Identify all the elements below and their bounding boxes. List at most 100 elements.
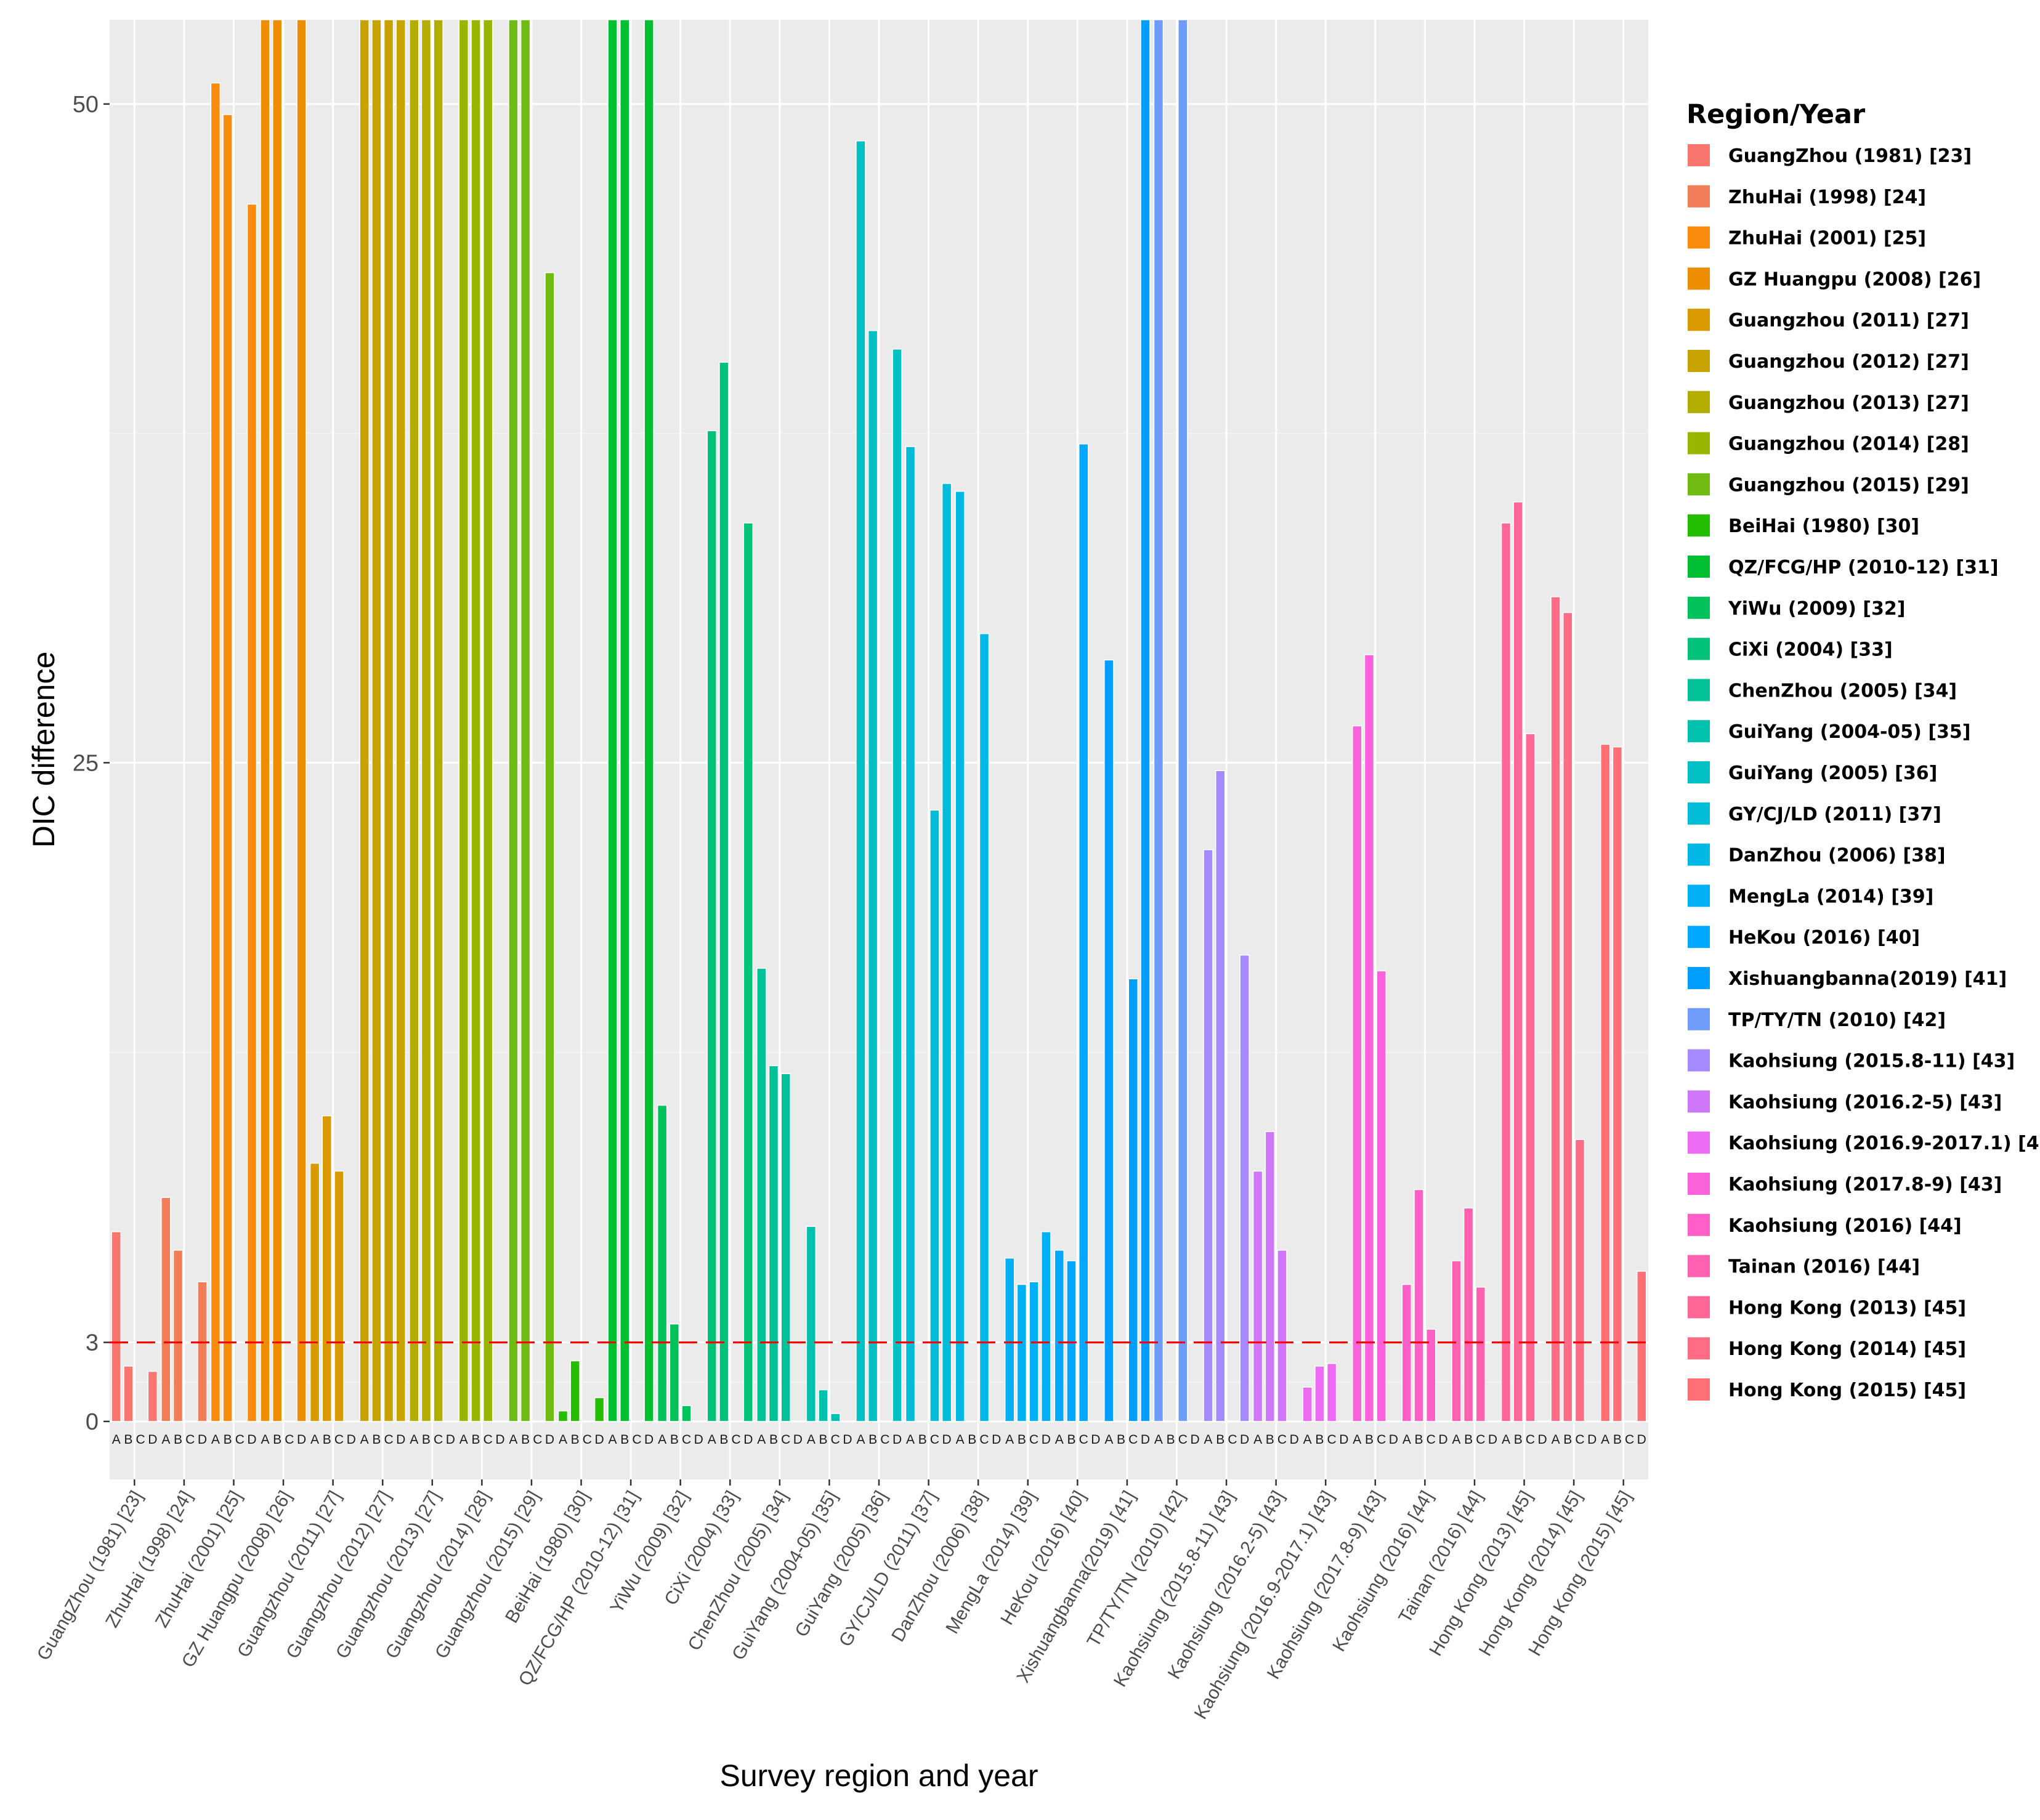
- bar-sub-label: D: [148, 1433, 157, 1447]
- bar-sub-label: A: [459, 1433, 468, 1447]
- bar: [1066, 1260, 1077, 1422]
- bar: [756, 968, 767, 1422]
- legend-swatch: [1688, 1090, 1710, 1113]
- bar: [1016, 1284, 1027, 1422]
- legend-label: Hong Kong (2014) [45]: [1728, 1338, 1966, 1360]
- bar: [929, 809, 940, 1422]
- legend-label: ChenZhou (2005) [34]: [1728, 680, 1957, 702]
- bar: [1451, 1260, 1462, 1422]
- bar-sub-label: D: [297, 1433, 306, 1447]
- legend-swatch: [1688, 679, 1710, 702]
- bar: [421, 19, 432, 1422]
- bar-sub-label: D: [495, 1433, 504, 1447]
- bar-sub-label: D: [843, 1433, 852, 1447]
- bar-sub-label: D: [694, 1433, 703, 1447]
- bar: [979, 633, 990, 1422]
- bar-sub-label: A: [757, 1433, 766, 1447]
- legend-item: GuangZhou (1981) [23]: [1688, 144, 1972, 167]
- legend-label: Hong Kong (2015) [45]: [1728, 1380, 1966, 1401]
- bar: [1414, 1189, 1424, 1422]
- bar-sub-label: B: [224, 1433, 232, 1447]
- legend-swatch: [1688, 390, 1710, 413]
- bar-sub-label: B: [1315, 1433, 1324, 1447]
- bar-sub-label: A: [1353, 1433, 1361, 1447]
- bar: [780, 1073, 791, 1422]
- bar: [272, 19, 283, 1422]
- bar-sub-label: A: [410, 1433, 418, 1447]
- bar: [408, 19, 419, 1422]
- bar-sub-label: C: [732, 1433, 741, 1447]
- bar-sub-label: C: [930, 1433, 939, 1447]
- legend-swatch: [1688, 1255, 1710, 1277]
- y-axis-title: DIC difference: [26, 652, 61, 848]
- bar-sub-label: C: [1029, 1433, 1038, 1447]
- legend-swatch: [1688, 1049, 1710, 1072]
- legend: Region/Year GuangZhou (1981) [23] ZhuHai (…: [1686, 99, 2040, 1401]
- legend-label: Xishuangbanna(2019) [41]: [1728, 968, 2007, 990]
- legend-swatch: [1688, 761, 1710, 783]
- bar: [309, 1162, 320, 1422]
- legend-label: Kaohsiung (2016) [44]: [1728, 1215, 1962, 1237]
- x-tick-label: TP/TY/TN (2010) [42]: [1083, 1487, 1189, 1651]
- bar-sub-label: B: [620, 1433, 629, 1447]
- bar-sub-label: C: [831, 1433, 840, 1447]
- bar-sub-label: C: [285, 1433, 294, 1447]
- bar-sub-label: D: [992, 1433, 1001, 1447]
- bar: [482, 19, 493, 1422]
- bar-sub-label: A: [1204, 1433, 1213, 1447]
- bar: [1153, 19, 1164, 1422]
- bar-sub-label: D: [594, 1433, 604, 1447]
- legend-label: TP/TY/TN (2010) [42]: [1728, 1009, 1946, 1031]
- bar: [1352, 725, 1362, 1422]
- bar: [681, 1405, 692, 1422]
- legend-swatch: [1688, 1337, 1710, 1360]
- bar: [222, 114, 233, 1422]
- bar: [371, 19, 382, 1422]
- bar-sub-label: D: [1488, 1433, 1497, 1447]
- legend-item: TP/TY/TN (2010) [42]: [1688, 1008, 1946, 1031]
- legend-item: Guangzhou (2014) [28]: [1688, 432, 1969, 455]
- legend-item: HeKou (2016) [40]: [1688, 926, 1920, 948]
- x-tick-label: GuiYang (2005) [36]: [791, 1487, 892, 1641]
- bar-sub-label: D: [1290, 1433, 1299, 1447]
- bar: [1376, 970, 1386, 1422]
- legend-item: MengLa (2014) [39]: [1688, 884, 1933, 907]
- bar-sub-label: D: [743, 1433, 753, 1447]
- bar-sub-label: B: [372, 1433, 381, 1447]
- bar-sub-label: B: [670, 1433, 679, 1447]
- bar-sub-label: D: [1538, 1433, 1547, 1447]
- legend-swatch: [1688, 802, 1710, 825]
- bar: [644, 19, 654, 1422]
- bar-sub-label: A: [559, 1433, 567, 1447]
- legend-label: Kaohsiung (2017.8-9) [43]: [1728, 1174, 2002, 1195]
- bar: [619, 19, 630, 1422]
- legend-label: Guangzhou (2013) [27]: [1728, 392, 1969, 414]
- bar-sub-label: B: [1464, 1433, 1473, 1447]
- bar-sub-label: A: [161, 1433, 170, 1447]
- bar-sub-label: A: [1104, 1433, 1113, 1447]
- bar: [1637, 1271, 1647, 1422]
- bar-sub-label: B: [1167, 1433, 1175, 1447]
- legend-title: Region/Year: [1686, 99, 1866, 130]
- bar: [892, 348, 902, 1422]
- bar-sub-label: C: [1327, 1433, 1336, 1447]
- bar: [172, 1250, 184, 1422]
- legend-swatch: [1688, 843, 1710, 866]
- legend-swatch: [1688, 267, 1710, 290]
- bar: [359, 19, 370, 1422]
- bar-sub-label: C: [1128, 1433, 1138, 1447]
- bar: [395, 19, 406, 1422]
- legend-swatch: [1688, 596, 1710, 619]
- x-tick-label: GY/CJ/LD (2011) [37]: [835, 1487, 941, 1650]
- legend-item: Tainan (2016) [44]: [1688, 1255, 1920, 1278]
- bar: [657, 1104, 668, 1422]
- bar-sub-label: B: [323, 1433, 331, 1447]
- bar: [830, 1413, 841, 1422]
- legend-label: Kaohsiung (2016.2-5) [43]: [1728, 1091, 2002, 1113]
- bar-sub-label: C: [1575, 1433, 1584, 1447]
